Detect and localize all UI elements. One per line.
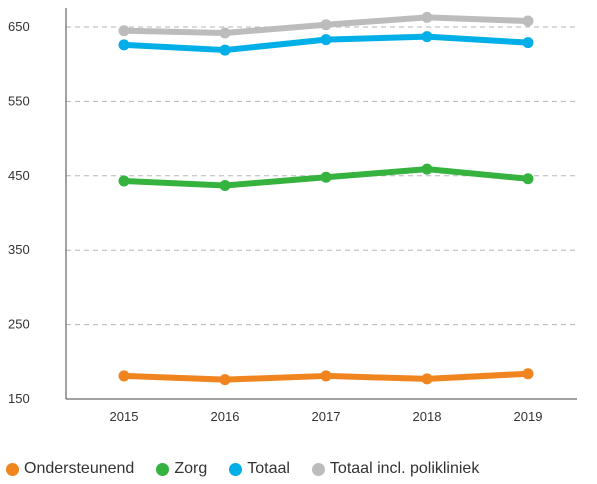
x-tick-label: 2018 bbox=[413, 409, 442, 424]
data-point bbox=[219, 27, 231, 39]
data-point bbox=[219, 374, 231, 386]
y-tick-label: 150 bbox=[8, 391, 30, 406]
x-tick-label: 2017 bbox=[312, 409, 341, 424]
data-point bbox=[118, 39, 130, 51]
legend-item: Ondersteunend bbox=[6, 460, 134, 478]
x-tick-label: 2015 bbox=[110, 409, 139, 424]
legend-label: Zorg bbox=[174, 460, 208, 477]
data-point bbox=[421, 31, 433, 43]
series-group bbox=[118, 11, 534, 386]
legend-label: Ondersteunend bbox=[24, 460, 135, 477]
legend-item: Totaal incl. polikliniek bbox=[311, 460, 480, 478]
data-point bbox=[118, 25, 130, 37]
data-point bbox=[320, 171, 332, 183]
line-chart: 150 250 350 450 550 650 2015 2016 2017 2018 2019 bbox=[8, 8, 577, 424]
data-point bbox=[522, 368, 534, 380]
data-point bbox=[219, 179, 231, 191]
legend-item: Zorg bbox=[156, 460, 207, 478]
data-point bbox=[421, 163, 433, 175]
y-tick-label: 350 bbox=[8, 242, 30, 257]
data-point bbox=[320, 19, 332, 31]
y-tick-labels: 150 250 350 450 550 650 bbox=[8, 19, 30, 406]
y-tick-label: 450 bbox=[8, 168, 30, 183]
y-tick-label: 650 bbox=[8, 19, 30, 34]
legend-label: Totaal incl. polikliniek bbox=[329, 460, 480, 477]
data-point bbox=[522, 173, 534, 185]
legend-label: Totaal bbox=[247, 460, 290, 477]
data-point bbox=[219, 44, 231, 56]
legend-marker-icon bbox=[229, 462, 243, 476]
data-point bbox=[320, 370, 332, 382]
data-point bbox=[421, 373, 433, 385]
legend-marker-icon bbox=[6, 462, 19, 476]
legend-marker-icon bbox=[311, 462, 325, 476]
x-tick-labels: 2015 2016 2017 2018 2019 bbox=[110, 409, 543, 424]
data-point bbox=[421, 11, 433, 23]
axes bbox=[65, 8, 577, 400]
data-point bbox=[118, 175, 130, 187]
y-tick-label: 550 bbox=[8, 93, 30, 108]
data-point bbox=[320, 34, 332, 46]
x-tick-label: 2019 bbox=[514, 409, 543, 424]
legend: Ondersteunend Zorg Totaal Totaal incl. poli… bbox=[6, 460, 479, 478]
data-point bbox=[522, 15, 534, 27]
data-point bbox=[522, 37, 534, 49]
data-point bbox=[118, 370, 130, 382]
legend-item: Totaal bbox=[229, 460, 290, 478]
y-tick-label: 250 bbox=[8, 317, 30, 332]
legend-marker-icon bbox=[156, 462, 170, 476]
x-tick-label: 2016 bbox=[211, 409, 240, 424]
